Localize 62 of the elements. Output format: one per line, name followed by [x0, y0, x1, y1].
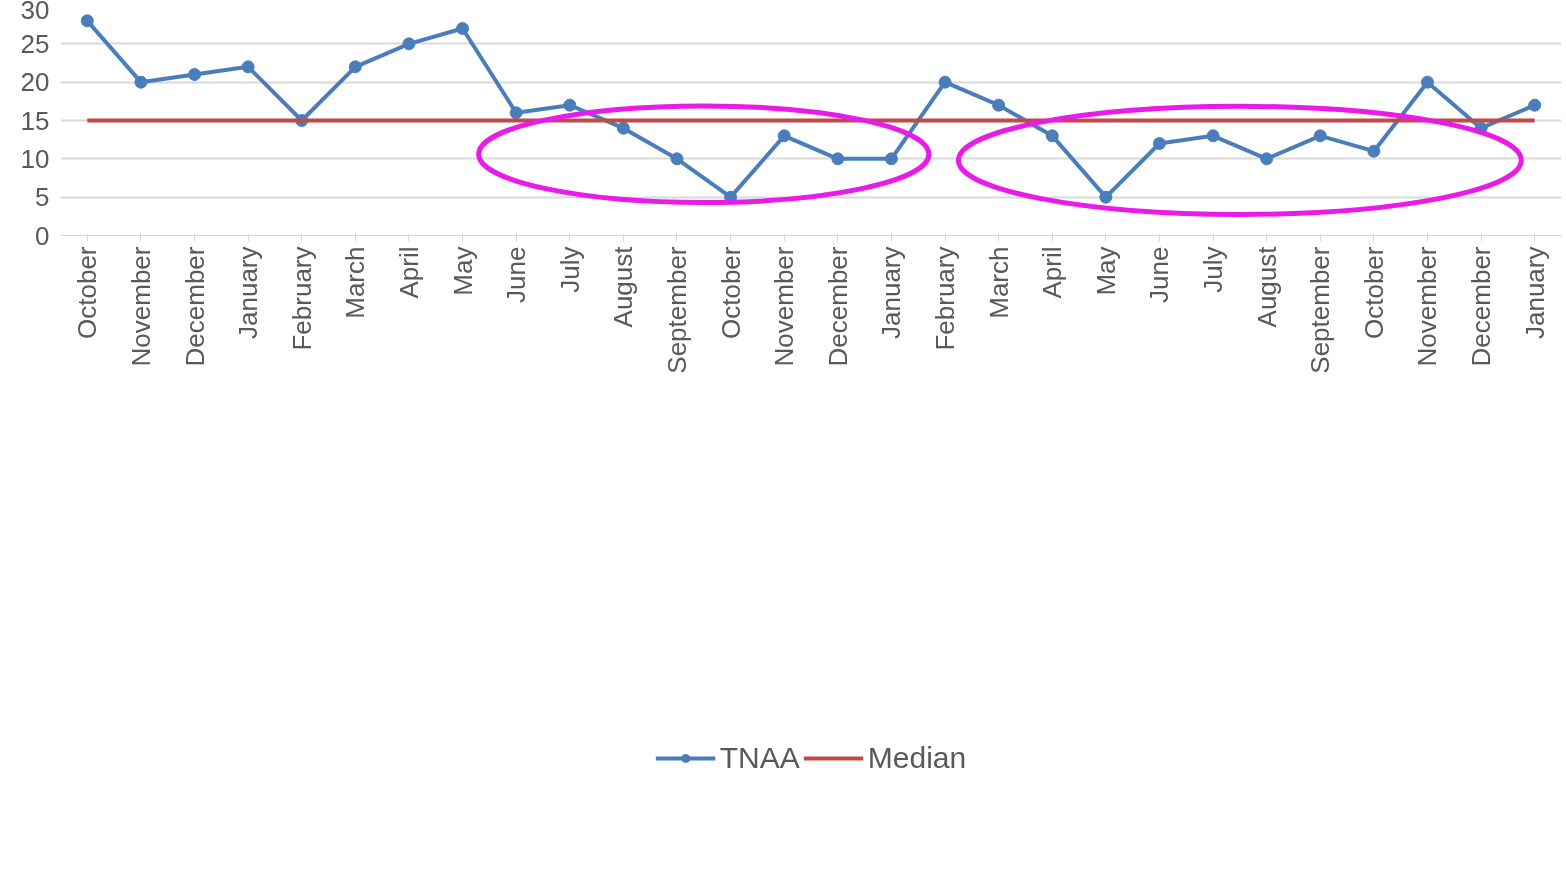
x-tick-label: June	[501, 246, 532, 303]
point	[563, 98, 577, 112]
x-tick-label: January	[233, 246, 264, 339]
x-tick-label: February	[286, 246, 317, 351]
point	[1099, 190, 1113, 204]
point	[670, 152, 684, 166]
x-tick-label: March	[983, 246, 1014, 319]
point	[134, 75, 148, 89]
x-tick-label: October	[715, 246, 746, 339]
point	[241, 60, 255, 74]
x-tick-label: December	[822, 246, 853, 367]
x-tick-label: December	[179, 246, 210, 367]
x-tick-label: January	[876, 246, 907, 339]
y-tick-label: 20	[20, 67, 50, 98]
point	[777, 129, 791, 143]
point	[1528, 98, 1542, 112]
y-tick-label: 5	[35, 182, 50, 213]
x-tick-label: August	[1251, 245, 1282, 328]
point	[80, 14, 94, 28]
x-tick-label: July	[1198, 246, 1229, 293]
x-tick-label: April	[1037, 246, 1068, 299]
x-tick-label: May	[447, 246, 478, 296]
point	[1367, 144, 1381, 158]
x-tick-label: March	[340, 246, 371, 319]
point	[402, 37, 416, 51]
point	[616, 121, 630, 135]
point	[938, 75, 952, 89]
x-tick-label: October	[72, 246, 103, 339]
y-tick-label: 30	[20, 0, 50, 25]
x-tick-label: May	[1090, 246, 1121, 296]
x-tick-label: October	[1358, 246, 1389, 339]
point	[992, 98, 1006, 112]
point	[1260, 152, 1274, 166]
x-tick-label: June	[1144, 246, 1175, 303]
point	[456, 22, 470, 35]
y-tick-label: 0	[35, 220, 50, 251]
point	[1420, 75, 1434, 89]
x-tick-label: December	[1466, 246, 1497, 367]
x-tick-label: November	[1412, 246, 1443, 367]
legend-label: TNAA	[719, 740, 800, 775]
x-tick-label: November	[125, 246, 156, 367]
point	[1206, 129, 1220, 143]
point	[1313, 129, 1327, 143]
x-tick-label: September	[661, 246, 692, 374]
point	[1152, 137, 1166, 150]
x-tick-label: January	[1519, 246, 1550, 339]
y-tick-label: 15	[20, 105, 50, 136]
x-tick-label: September	[1305, 246, 1336, 374]
point	[831, 152, 845, 166]
x-tick-label: April	[393, 246, 424, 299]
point	[188, 68, 202, 81]
y-tick-label: 10	[20, 143, 50, 174]
x-tick-label: August	[608, 245, 639, 328]
point	[348, 60, 362, 74]
x-tick-label: February	[930, 246, 961, 351]
legend-label: Median	[867, 740, 967, 775]
x-tick-label: July	[554, 246, 585, 293]
point	[509, 106, 523, 120]
y-tick-label: 25	[20, 28, 50, 59]
x-tick-label: November	[769, 246, 800, 367]
point	[1045, 129, 1059, 143]
point	[884, 152, 898, 166]
